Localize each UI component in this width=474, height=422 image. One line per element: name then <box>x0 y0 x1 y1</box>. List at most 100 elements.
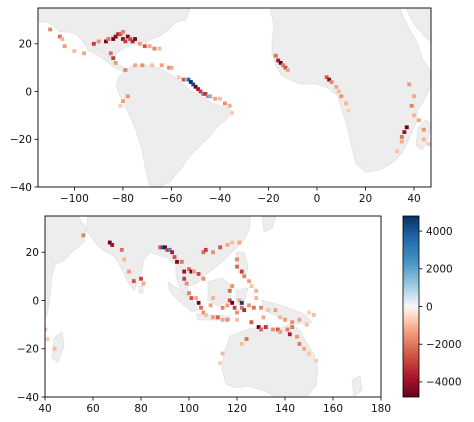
land-sri-lanka <box>138 285 144 294</box>
heatmap-cell <box>327 77 332 82</box>
y-tick-label: −40 <box>10 182 32 194</box>
y-tick-label: −40 <box>17 392 39 404</box>
heatmap-cell <box>127 269 131 274</box>
heatmap-cell <box>235 264 239 269</box>
heatmap-cell <box>175 259 179 264</box>
heatmap-cell <box>239 269 244 274</box>
heatmap-cell <box>244 337 249 341</box>
x-tick-label: 40 <box>407 193 420 205</box>
heatmap-cell <box>311 313 316 317</box>
heatmap-cell <box>201 250 206 255</box>
heatmap-cell <box>344 101 349 106</box>
colorbar-ticks: 4000 2000 0 −2000 −4000 <box>419 226 462 389</box>
heatmap-cell <box>251 305 256 310</box>
heatmap-cell <box>254 296 259 300</box>
x-tick-label: −20 <box>257 193 279 205</box>
heatmap-cell <box>271 327 275 332</box>
heatmap-cell <box>172 255 177 259</box>
land-new-zealand <box>351 375 363 397</box>
heatmap-cell <box>196 272 201 276</box>
heatmap-cell <box>147 44 152 49</box>
heatmap-cell <box>187 267 191 272</box>
x-tick-label: −100 <box>60 193 89 205</box>
heatmap-cell <box>196 300 201 305</box>
heatmap-cell <box>254 288 259 293</box>
x-tick-label: 0 <box>314 193 321 205</box>
heatmap-cell <box>188 80 193 84</box>
x-tick-label: 80 <box>134 403 147 415</box>
x-tick-label: 180 <box>371 403 391 415</box>
heatmap-cell <box>113 34 118 39</box>
x-tick-label: −60 <box>160 193 182 205</box>
heatmap-cell <box>220 317 225 322</box>
heatmap-cell <box>336 89 341 94</box>
heatmap-cell <box>150 63 154 68</box>
heatmap-cell <box>402 130 407 134</box>
heatmap-cell <box>45 327 47 332</box>
heatmap-cell <box>314 358 319 363</box>
heatmap-cell <box>167 247 172 252</box>
heatmap-cell <box>237 298 242 303</box>
heatmap-cell <box>116 32 120 37</box>
heatmap-cell <box>426 142 431 146</box>
heatmap-cell <box>91 41 96 46</box>
x-tick-label: 20 <box>359 193 372 205</box>
heatmap-cell <box>232 305 237 310</box>
heatmap-cell <box>108 51 113 56</box>
x-tick-label: 60 <box>86 403 99 415</box>
heatmap-cell <box>334 84 339 89</box>
heatmap-cell <box>242 274 247 279</box>
heatmap-cell <box>225 303 230 308</box>
heatmap-cell <box>123 68 128 72</box>
heatmap-cell <box>404 125 409 130</box>
heatmap-cell <box>237 240 242 245</box>
heatmap-cell <box>203 247 208 252</box>
panel-top: −100 −80 −60 −40 −20 0 20 40 −40 −20 0 20 <box>10 7 432 205</box>
land-hispaniola <box>135 39 149 44</box>
heatmap-cell <box>106 37 111 41</box>
heatmap-cell <box>259 305 263 310</box>
land-sulawesi <box>235 287 249 309</box>
land-asia <box>85 216 251 291</box>
heatmap-cell <box>222 101 227 106</box>
heatmap-cell <box>281 63 285 68</box>
heatmap-cell <box>247 279 251 284</box>
heatmap-cell <box>220 351 225 356</box>
heatmap-cell <box>157 46 162 51</box>
heatmap-cell <box>62 44 67 49</box>
heatmap-cell <box>421 127 426 132</box>
heatmap-cell <box>242 308 247 313</box>
land-south-america <box>115 63 233 187</box>
heatmap-cell <box>416 118 421 123</box>
heatmap-cell <box>131 279 136 284</box>
ticks-bottom: 40 60 80 100 120 140 160 180 −40 −20 0 20 <box>17 247 391 415</box>
x-tick-label: −80 <box>112 193 134 205</box>
heatmap-cell <box>278 61 283 65</box>
ticks-top: −100 −80 −60 −40 −20 0 20 40 −40 −20 0 20 <box>10 39 421 205</box>
heatmap-cell <box>239 300 244 305</box>
cells-top <box>48 27 431 154</box>
heatmap-cell <box>205 94 210 99</box>
heatmap-cell <box>201 310 206 315</box>
cells-bottom <box>45 233 319 366</box>
heatmap-cell <box>170 250 175 255</box>
heatmap-cell <box>133 37 137 41</box>
heatmap-cell <box>290 325 295 329</box>
heatmap-cell <box>57 34 62 39</box>
heatmap-cell <box>276 58 281 63</box>
heatmap-cell <box>82 51 87 56</box>
land-africa <box>269 8 431 173</box>
heatmap-cell <box>227 103 232 108</box>
heatmap-cell <box>110 243 115 247</box>
heatmap-cell <box>121 37 125 41</box>
heatmap-cell <box>201 92 205 96</box>
heatmap-cell <box>196 87 201 91</box>
heatmap-cell <box>346 108 351 113</box>
heatmap-cell <box>191 269 196 274</box>
heatmap-cell <box>142 44 147 49</box>
land-philippines <box>235 251 249 279</box>
heatmap-cell <box>395 149 399 154</box>
heatmap-cell <box>273 308 278 313</box>
heatmap-cell <box>121 30 125 34</box>
